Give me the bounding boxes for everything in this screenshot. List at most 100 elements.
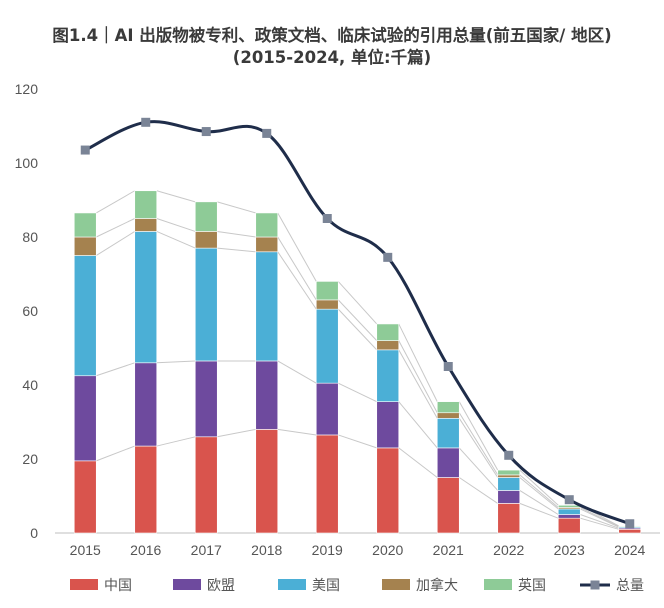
stack-connector-line — [337, 299, 378, 341]
x-tick-label: 2020 — [372, 542, 403, 558]
bar-segment — [73, 255, 97, 377]
stack-connector-line — [398, 323, 438, 402]
bar-segment — [315, 382, 339, 436]
y-tick-label: 20 — [22, 451, 38, 467]
bar-segment — [255, 360, 279, 430]
y-tick-label: 100 — [15, 155, 39, 171]
bar-segment — [436, 417, 460, 449]
x-tick-label: 2021 — [433, 542, 464, 558]
total-point-marker — [625, 519, 635, 529]
stack-connector-line — [277, 428, 317, 436]
total-point-marker — [201, 127, 211, 137]
bar-segment — [315, 281, 339, 301]
stack-connector-line — [519, 469, 559, 506]
bar-segment — [497, 503, 521, 534]
stack-connector-line — [458, 412, 499, 476]
x-tick-label: 2024 — [614, 542, 645, 558]
bar-segment — [134, 362, 158, 447]
x-tick-label: 2017 — [191, 542, 222, 558]
bar-segment — [497, 490, 521, 504]
stack-connector-line — [96, 218, 135, 238]
stack-connector-line — [580, 507, 619, 528]
stack-connector-line — [398, 447, 438, 478]
legend-swatch — [173, 579, 201, 590]
legend-swatch — [70, 579, 98, 590]
bar-segment — [134, 231, 158, 364]
stack-connector-line — [458, 418, 499, 478]
bar-segment — [618, 528, 642, 534]
bar-segment — [194, 360, 218, 438]
bar-segment — [255, 429, 279, 534]
stack-connector-line — [519, 477, 559, 510]
bar-segment — [134, 190, 158, 219]
y-tick-label: 120 — [15, 81, 39, 97]
bar-segment — [134, 445, 158, 534]
bar-segment — [73, 375, 97, 462]
x-tick-label: 2018 — [251, 542, 282, 558]
bar-segment — [255, 236, 279, 253]
chart-title: 图1.4｜AI 出版物被专利、政策文档、临床试验的引用总量(前五国家/ 地区) — [52, 26, 612, 45]
bar-segment — [134, 218, 158, 232]
bar-segment — [497, 474, 521, 478]
stack-connector-line — [217, 230, 256, 238]
legend-label: 中国 — [104, 578, 132, 594]
total-point-marker — [80, 145, 90, 155]
legend-swatch — [278, 579, 306, 590]
bar-segment — [73, 212, 97, 238]
bar-segment — [376, 340, 400, 351]
legend-swatch — [484, 579, 512, 590]
bar-segment — [557, 504, 581, 508]
stack-connector-line — [519, 502, 559, 519]
x-tick-label: 2016 — [130, 542, 161, 558]
stack-connector-line — [337, 308, 378, 351]
y-tick-label: 0 — [30, 525, 38, 541]
bar-segment — [194, 247, 218, 362]
bar-segment — [315, 308, 339, 384]
bar-segment — [73, 460, 97, 534]
total-point-marker — [564, 495, 574, 505]
stack-connector-line — [156, 230, 196, 249]
stack-connector-line — [156, 190, 196, 203]
bar-segment — [557, 508, 581, 515]
stack-connector-line — [156, 218, 196, 232]
legend-swatch — [382, 579, 410, 590]
bar-segment — [436, 477, 460, 534]
stack-connector-line — [338, 382, 377, 403]
bar-segment — [436, 401, 460, 414]
stack-connector-line — [96, 362, 135, 377]
stack-connector-line — [217, 428, 256, 438]
bar-segment — [557, 517, 581, 534]
bar-segment — [315, 434, 339, 534]
bar-segment — [255, 212, 279, 238]
stack-connector-line — [217, 201, 256, 214]
bar-segment — [194, 231, 218, 249]
stack-connector-line — [96, 445, 135, 462]
total-point-marker — [262, 128, 272, 138]
bar-segment — [194, 201, 218, 232]
stack-connector-line — [580, 514, 619, 529]
bar-segment — [376, 401, 400, 449]
stack-connector-line — [337, 281, 378, 325]
total-point-marker — [383, 252, 393, 262]
stack-connector-line — [458, 447, 499, 491]
x-tick-label: 2023 — [554, 542, 585, 558]
stack-connector-line — [580, 517, 619, 530]
bar-segment — [376, 349, 400, 402]
stack-connector-line — [458, 401, 499, 471]
total-point-marker — [443, 362, 453, 371]
legend-label: 美国 — [312, 578, 340, 594]
stack-connector-line — [398, 401, 438, 449]
bar-segment — [73, 236, 97, 256]
total-point-marker — [504, 450, 514, 460]
legend-label: 总量 — [616, 578, 644, 594]
stack-connector-line — [95, 231, 136, 256]
bar-segment — [436, 447, 460, 478]
total-point-marker — [322, 214, 332, 223]
x-tick-label: 2015 — [70, 542, 101, 558]
stack-connector-line — [398, 340, 438, 413]
stack-connector-line — [398, 349, 438, 419]
stack-connector-line — [277, 251, 317, 310]
stack-connector-line — [96, 190, 135, 214]
stack-connector-line — [519, 490, 559, 515]
